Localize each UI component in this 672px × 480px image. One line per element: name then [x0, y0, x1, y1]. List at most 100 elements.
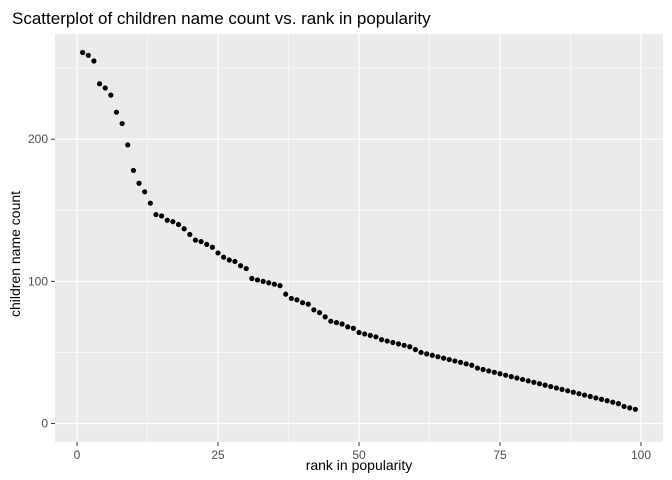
data-point: [367, 332, 373, 338]
data-point: [260, 278, 266, 284]
data-point: [283, 291, 289, 297]
data-point: [429, 352, 435, 358]
data-point: [215, 250, 221, 256]
data-point: [91, 58, 97, 64]
data-point: [175, 221, 182, 228]
data-point: [311, 307, 317, 313]
x-axis: 0 25 50 75 100: [74, 442, 651, 462]
data-point: [401, 342, 407, 348]
data-point: [305, 301, 311, 307]
data-point: [570, 389, 576, 395]
data-point: [446, 356, 452, 363]
data-point: [486, 368, 492, 374]
data-point: [237, 263, 244, 269]
data-point: [424, 351, 430, 357]
data-point: [170, 219, 176, 225]
data-point: [395, 341, 402, 347]
data-point: [299, 300, 306, 306]
data-point: [587, 393, 593, 400]
data-point: [598, 396, 605, 402]
data-point: [209, 244, 215, 250]
data-point: [384, 338, 390, 344]
data-point: [548, 383, 554, 390]
data-point: [469, 362, 475, 368]
data-point: [316, 310, 323, 316]
data-point: [339, 321, 345, 327]
data-point: [480, 366, 486, 373]
chart-title: Scatterplot of children name count vs. r…: [12, 9, 431, 28]
data-point: [378, 337, 385, 343]
data-point: [565, 388, 571, 394]
data-point: [249, 275, 255, 282]
data-point: [119, 120, 125, 127]
data-point: [457, 359, 464, 365]
data-point: [407, 344, 413, 350]
data-point: [113, 109, 120, 115]
data-point: [277, 283, 283, 289]
x-tick-label: 50: [352, 448, 366, 462]
data-point: [463, 361, 469, 367]
y-axis-title: children name count: [7, 191, 23, 317]
data-point: [610, 399, 616, 405]
data-point: [181, 226, 187, 232]
data-points: [80, 49, 638, 412]
data-point: [243, 265, 249, 272]
data-point: [621, 403, 627, 410]
data-point: [582, 392, 588, 398]
data-point: [204, 241, 210, 247]
data-point: [632, 406, 638, 412]
data-point: [226, 257, 232, 263]
y-tick-label: 0: [41, 417, 48, 431]
data-point: [497, 371, 503, 377]
x-tick-label: 25: [211, 448, 225, 462]
x-tick-label: 0: [74, 448, 81, 462]
data-point: [441, 355, 447, 361]
data-point: [147, 200, 153, 206]
y-tick-label: 200: [28, 132, 48, 146]
data-point: [491, 369, 497, 375]
data-point: [390, 339, 396, 346]
data-point: [158, 213, 165, 219]
data-point: [232, 258, 238, 265]
data-point: [525, 378, 531, 384]
data-point: [435, 354, 441, 360]
data-point: [192, 237, 199, 243]
data-point: [198, 238, 204, 245]
x-tick-label: 75: [493, 448, 507, 462]
data-point: [536, 381, 543, 387]
data-point: [508, 374, 514, 380]
data-point: [412, 346, 419, 353]
data-point: [322, 314, 328, 320]
data-point: [153, 211, 159, 218]
data-point: [593, 395, 599, 401]
data-point: [514, 375, 520, 381]
data-point: [328, 318, 334, 324]
data-point: [108, 92, 114, 98]
data-point: [542, 382, 548, 388]
data-point: [627, 405, 633, 411]
data-point: [130, 167, 136, 174]
data-point: [136, 180, 142, 186]
data-point: [474, 365, 481, 371]
data-point: [531, 379, 537, 385]
data-point: [271, 281, 277, 287]
data-point: [288, 295, 294, 302]
data-point: [102, 85, 108, 91]
data-point: [356, 329, 362, 336]
data-point: [142, 189, 148, 195]
x-tick-label: 100: [631, 448, 651, 462]
data-point: [187, 231, 193, 238]
y-tick-label: 100: [28, 274, 48, 288]
data-point: [80, 49, 86, 56]
data-point: [294, 297, 300, 303]
data-point: [576, 391, 582, 397]
data-point: [345, 324, 351, 330]
data-point: [452, 358, 458, 364]
data-point: [266, 280, 272, 286]
data-point: [164, 217, 170, 223]
data-point: [96, 81, 103, 87]
data-point: [350, 325, 356, 331]
data-point: [615, 401, 622, 407]
data-point: [519, 376, 526, 383]
